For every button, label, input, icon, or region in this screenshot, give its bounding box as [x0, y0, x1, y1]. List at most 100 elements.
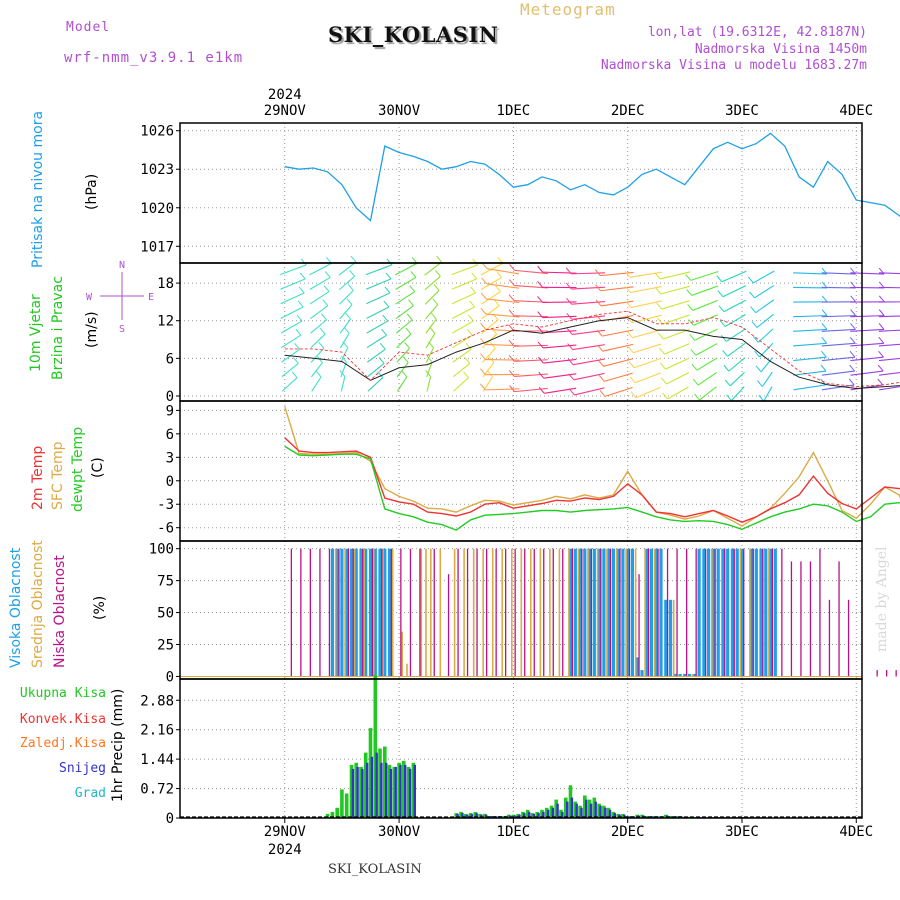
low-cloud-bar	[543, 548, 545, 677]
wind-barb	[754, 284, 775, 299]
total-precip-bar	[402, 760, 406, 818]
low-cloud-bar	[352, 548, 354, 677]
wind-barb	[396, 362, 409, 378]
y-tick-label: 6	[166, 351, 174, 367]
wind-barb	[425, 318, 437, 334]
wind-barb-flag	[402, 356, 409, 363]
snow-bar	[532, 813, 535, 818]
wind-barb	[338, 261, 357, 276]
wind-barb-flag	[694, 393, 700, 401]
wind-barb	[340, 347, 349, 363]
wind-barb	[485, 343, 520, 347]
wind-barb-flag	[300, 258, 307, 266]
high-cloud-bar	[759, 548, 763, 677]
station-title: SKI_KOLASIN	[328, 22, 499, 47]
high-cloud-bar	[654, 548, 658, 677]
wind-barb-flag	[317, 356, 323, 363]
wind-barb-flag	[430, 312, 437, 320]
total-precip-bar	[383, 746, 387, 818]
wind-barb	[692, 299, 719, 311]
x-tick-bottom: 4DEC	[839, 824, 873, 840]
snow-bar	[585, 799, 588, 818]
wind-barb	[602, 343, 634, 352]
wind-barb	[690, 271, 719, 281]
snow-bar	[356, 766, 359, 818]
wind-barb	[365, 264, 393, 276]
wind-barb-flag	[595, 284, 602, 292]
high-cloud-bar	[335, 548, 339, 677]
high-cloud-bar	[578, 548, 582, 677]
mid-cloud-bar	[334, 548, 337, 677]
high-cloud-bar	[568, 548, 573, 677]
wind-barb-flag	[596, 314, 602, 322]
model-label: Model	[66, 20, 111, 35]
high-cloud-bar	[364, 548, 368, 677]
wind-barb-flag	[489, 341, 496, 349]
wind-barb	[662, 314, 690, 325]
high-cloud-bar	[664, 599, 668, 677]
wind-barb-flag	[472, 258, 479, 266]
mid-cloud-bar	[606, 548, 608, 677]
wind-barb	[309, 291, 330, 305]
y-tick-label: 0	[166, 669, 174, 685]
wind-barb-flag	[379, 342, 386, 350]
high-cloud-bar	[768, 548, 773, 677]
wind-barb	[793, 328, 827, 332]
wind-barb-flag	[821, 323, 828, 330]
wind-barb-flag	[509, 385, 515, 392]
wind-barb	[821, 286, 856, 289]
sfc-temp-line	[284, 406, 900, 527]
wind-barb	[481, 291, 501, 305]
legend-grad: Grad	[74, 786, 106, 801]
wind-barb-flag	[726, 394, 732, 402]
wind-barb	[311, 376, 322, 392]
wind-barb-flag	[820, 364, 827, 372]
snow-bar	[380, 762, 383, 818]
wind-barb	[451, 292, 476, 305]
total-precip-bar	[506, 814, 511, 818]
wind-barb-flag	[877, 364, 884, 372]
wind-barb-flag	[878, 350, 884, 358]
low-cloud-bar	[533, 548, 535, 677]
wind-barb	[396, 376, 408, 392]
high-cloud-bar	[383, 548, 387, 677]
snow-bar	[575, 803, 578, 818]
total-precip-bar	[359, 766, 363, 818]
y-tick-label: 1020	[140, 201, 174, 217]
wind-barb-flag	[629, 376, 636, 384]
mid-cloud-bar	[644, 548, 646, 677]
wind-barb-flag	[750, 306, 757, 314]
high-cloud-bar	[659, 548, 663, 677]
wind-barb-flag	[404, 341, 410, 349]
total-precip-bar	[373, 674, 378, 818]
total-precip-bar	[664, 814, 668, 818]
snow-bar	[551, 807, 555, 818]
total-precip-bar	[411, 762, 416, 818]
wind-barb-flag	[597, 344, 604, 352]
y-tick-label: 0.72	[140, 782, 174, 798]
mid-cloud-bar	[653, 548, 656, 677]
wind-barb-flag	[566, 297, 572, 305]
low-cloud-bar	[338, 548, 340, 677]
wind-barb	[630, 285, 662, 293]
mid-cloud-bar	[577, 548, 580, 677]
wind-barb-flag	[318, 341, 325, 349]
low-cloud-bar	[819, 548, 821, 677]
mid-cloud-bar	[539, 548, 542, 677]
total-precip-bar	[397, 762, 401, 818]
x-tick-top: 4DEC	[839, 103, 873, 119]
total-precip-bar	[525, 809, 530, 818]
wind-barb-flag	[625, 301, 632, 308]
y-tick-label: 25	[157, 638, 174, 654]
wind-barb-flag	[595, 299, 602, 307]
wind-barb	[850, 286, 885, 289]
wind-barb-flag	[508, 279, 515, 286]
mid-cloud-bar	[406, 663, 408, 677]
total-precip-bar	[330, 811, 335, 818]
wind-barb-flag	[749, 291, 755, 299]
wind-barb-flag	[493, 299, 500, 307]
mid-cloud-bar	[353, 548, 356, 677]
mid-cloud-bar	[711, 548, 713, 677]
wind-barb	[309, 305, 329, 320]
wind-barb-flag	[657, 317, 663, 325]
